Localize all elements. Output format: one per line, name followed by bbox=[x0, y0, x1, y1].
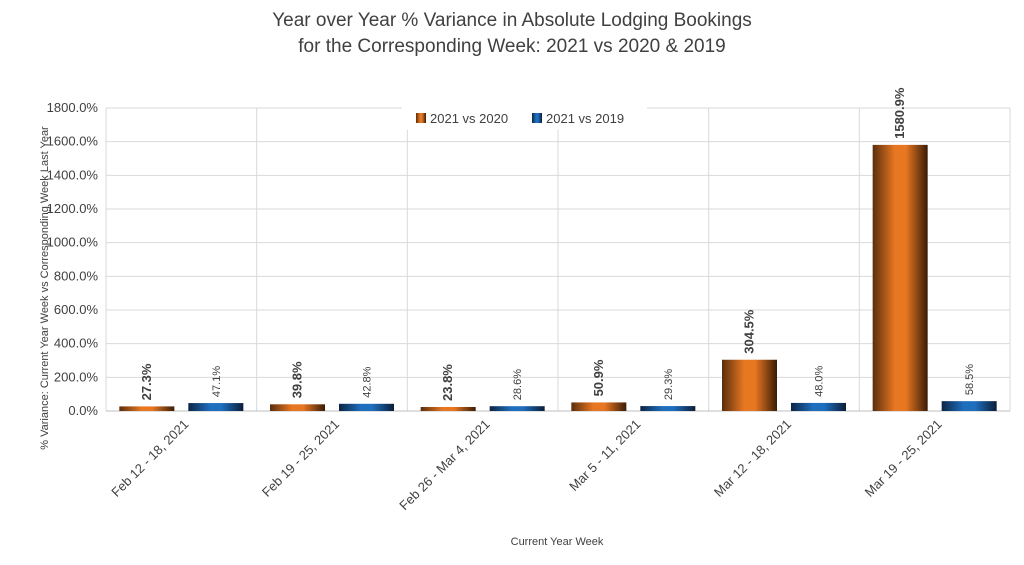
bar-series-2 bbox=[489, 406, 545, 411]
y-tick-label: 1400.0% bbox=[47, 167, 99, 182]
data-labels: 27.3% 47.1% 39.8% 42.8% 23.8% 28.6% 50.9% 29.3%… bbox=[139, 87, 976, 401]
data-label: 28.6% bbox=[512, 369, 524, 400]
data-label: 29.3% bbox=[663, 369, 675, 400]
bar-series-1 bbox=[420, 406, 476, 411]
x-tick-label: Feb 19 - 25, 2021 bbox=[259, 417, 342, 500]
y-tick-label: 1000.0% bbox=[47, 235, 99, 250]
x-tick-label: Feb 12 - 18, 2021 bbox=[108, 417, 191, 500]
data-label: 304.5% bbox=[742, 309, 757, 354]
data-label: 47.1% bbox=[211, 366, 223, 397]
x-tick-label: Mar 12 - 18, 2021 bbox=[711, 417, 794, 500]
x-tick-label: Mar 5 - 11, 2021 bbox=[566, 417, 643, 494]
bar-series-2 bbox=[339, 403, 394, 411]
bar-series-1 bbox=[270, 404, 325, 411]
data-label: 48.0% bbox=[814, 366, 826, 397]
chart-title-block: Year over Year % Variance in Absolute Lo… bbox=[0, 8, 1024, 60]
y-tick-label: 800.0% bbox=[54, 268, 99, 283]
y-axis-title: % Variance: Current Year Week vs Corresp… bbox=[39, 126, 51, 450]
legend-entry: 2021 vs 2020 bbox=[430, 111, 508, 126]
data-label: 42.8% bbox=[362, 366, 374, 397]
chart-subtitle: for the Corresponding Week: 2021 vs 2020… bbox=[298, 36, 726, 57]
data-label: 23.8% bbox=[440, 364, 455, 401]
bar-series-1 bbox=[571, 402, 627, 411]
bar-series-2 bbox=[941, 401, 997, 411]
legend: 2021 vs 2020 2021 vs 2019 bbox=[402, 106, 647, 130]
legend-background bbox=[402, 106, 647, 130]
bar-series-2 bbox=[640, 406, 696, 411]
data-label: 58.5% bbox=[964, 364, 976, 395]
y-tick-label: 1600.0% bbox=[47, 134, 99, 149]
y-tick-label: 600.0% bbox=[54, 302, 99, 317]
bar-series-1 bbox=[119, 406, 175, 411]
data-label: 39.8% bbox=[290, 361, 305, 398]
legend-swatch bbox=[416, 113, 426, 123]
x-axis-title: Current Year Week bbox=[511, 536, 604, 548]
bar-series-2 bbox=[791, 402, 846, 411]
bar-series-1 bbox=[722, 359, 777, 411]
y-tick-label: 200.0% bbox=[54, 369, 99, 384]
axes: 0.0% 200.0% 400.0% 600.0% 800.0% 1000.0% 1200.… bbox=[47, 100, 1010, 418]
bars bbox=[119, 144, 997, 411]
chart-title: Year over Year % Variance in Absolute Lo… bbox=[272, 10, 752, 31]
x-tick-label: Feb 26 - Mar 4, 2021 bbox=[396, 417, 492, 513]
y-tick-label: 1200.0% bbox=[47, 201, 99, 216]
y-tick-label: 400.0% bbox=[54, 336, 99, 351]
legend-swatch bbox=[532, 113, 542, 123]
data-label: 1580.9% bbox=[892, 87, 907, 139]
data-label: 27.3% bbox=[139, 363, 154, 400]
x-tick-label: Mar 19 - 25, 2021 bbox=[862, 417, 945, 500]
bar-series-2 bbox=[188, 403, 244, 411]
data-label: 50.9% bbox=[591, 359, 606, 396]
bar-series-1 bbox=[872, 144, 928, 411]
y-tick-label: 1800.0% bbox=[47, 100, 99, 115]
y-tick-label: 0.0% bbox=[68, 403, 98, 418]
legend-entry: 2021 vs 2019 bbox=[546, 111, 624, 126]
x-tick-labels: Feb 12 - 18, 2021 Feb 19 - 25, 2021 Feb 26… bbox=[108, 417, 945, 513]
